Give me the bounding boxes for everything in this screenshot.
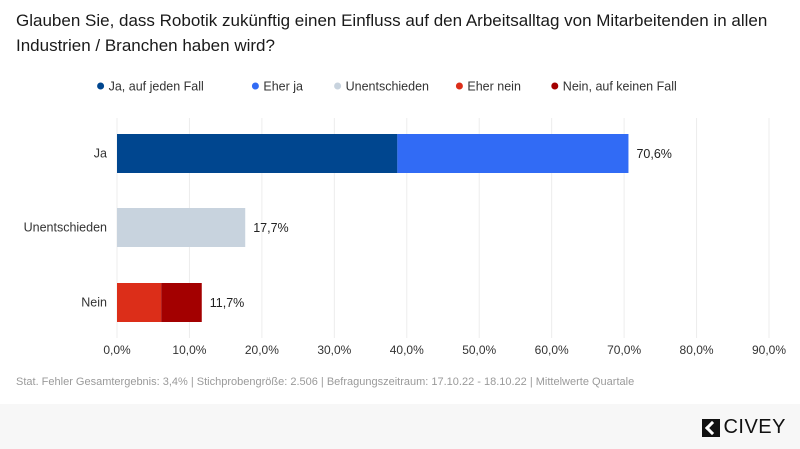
legend-marker [455,82,463,90]
x-tick-label: 30,0% [317,343,351,357]
legend-label: Nein, auf keinen Fall [563,80,677,94]
x-tick-label: 90,0% [752,343,786,357]
footer-note: Stat. Fehler Gesamtergebnis: 3,4% | Stic… [16,376,635,388]
x-tick-label: 60,0% [535,343,569,357]
category-label: Ja [94,147,107,161]
x-tick-label: 40,0% [390,343,424,357]
legend-label: Eher ja [263,80,303,94]
legend-marker [334,82,342,90]
x-tick-label: 70,0% [607,343,641,357]
chart-title: Glauben Sie, dass Robotik zukünftig eine… [16,11,768,55]
legend-label: Unentschieden [346,80,429,94]
civey-logo-text: CIVEY [723,416,786,438]
data-label: 11,7% [210,296,245,310]
x-tick-label: 20,0% [245,343,279,357]
legend-marker [97,82,105,90]
civey-logo-icon [702,418,721,437]
legend-label: Ja, auf jeden Fall [109,80,204,94]
category-label: Nein [81,296,107,310]
data-label: 70,6% [636,147,671,161]
x-tick-label: 50,0% [462,343,496,357]
x-tick-label: 80,0% [680,343,714,357]
x-tick-label: 10,0% [172,343,206,357]
x-tick-label: 0,0% [103,343,131,357]
footer-band [0,404,800,449]
category-label: Unentschieden [24,221,107,235]
bar-segment [397,134,629,173]
civey-logo: CIVEY [702,416,786,439]
bar-segment [117,283,162,322]
legend-label: Eher nein [467,80,521,94]
legend-marker [251,82,259,90]
bar-segment [161,283,202,322]
data-label: 17,7% [253,221,288,235]
bar-segment [117,134,398,173]
legend-marker [551,82,559,90]
bar-segment [117,208,246,247]
bar-chart: 0,0% 10,0% 20,0% 30,0% 40,0% 50,0% 60,0% 70,0% 8… [24,80,787,358]
